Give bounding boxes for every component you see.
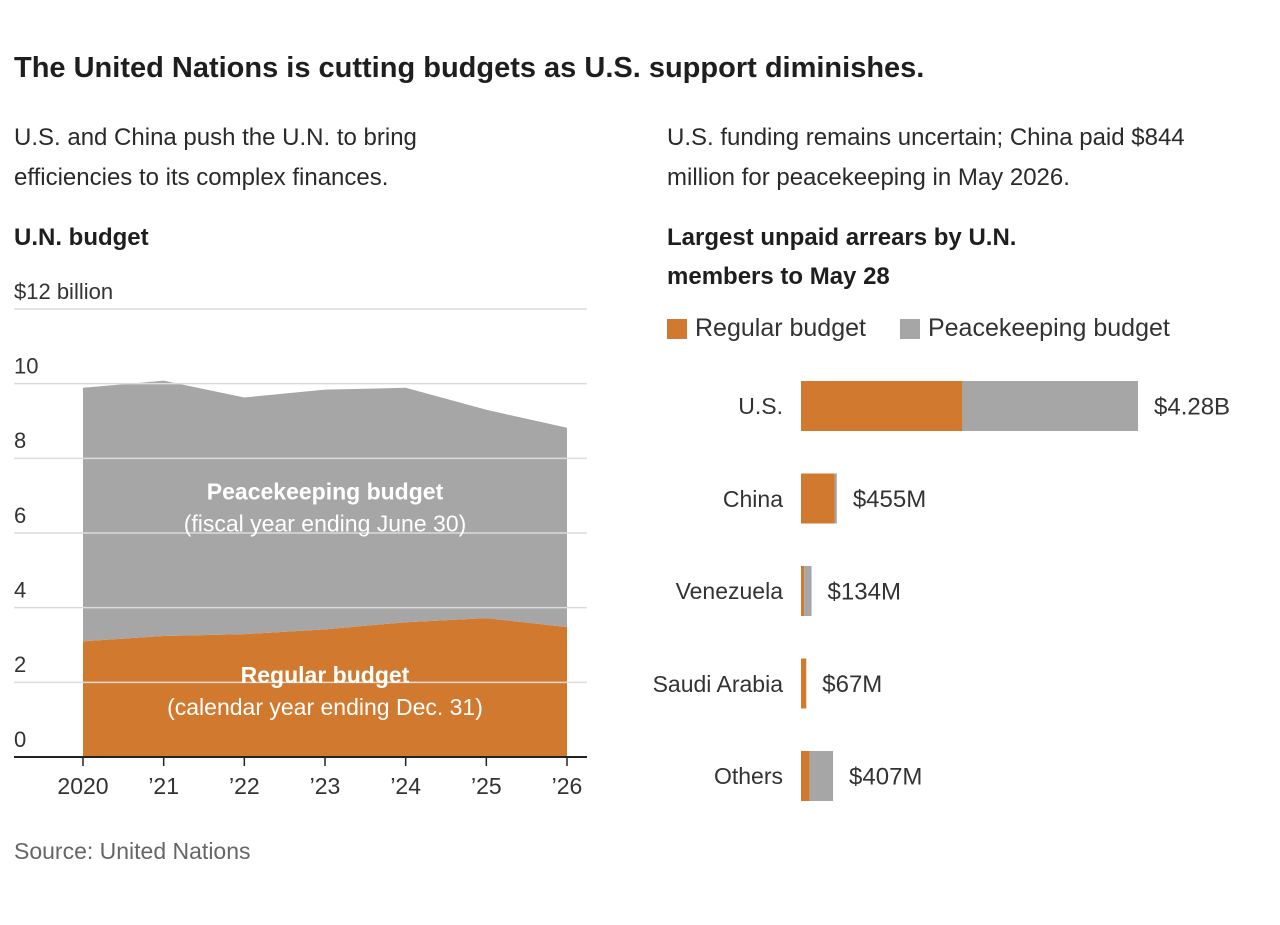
bar xyxy=(801,751,810,801)
legend-label: Regular budget xyxy=(695,314,866,342)
area-note: (calendar year ending Dec. 31) xyxy=(167,694,483,720)
source: Source: United Nations xyxy=(14,838,251,864)
x-tick-label: ’26 xyxy=(552,773,583,799)
bar xyxy=(801,473,835,524)
area xyxy=(83,618,567,757)
y-tick-label: 0 xyxy=(14,727,26,752)
total-label: $4.28B xyxy=(1154,393,1230,420)
x-tick-label: ’22 xyxy=(229,773,260,799)
total-label: $455M xyxy=(853,486,926,513)
subtitle-right: U.S. funding remains uncertain; China pa… xyxy=(667,124,1185,191)
bar xyxy=(809,751,834,801)
category-label: U.S. xyxy=(738,393,783,419)
bar xyxy=(804,566,812,616)
total-label: $67M xyxy=(822,671,882,698)
x-tick-label: ’21 xyxy=(148,773,179,799)
x-tick-label: 2020 xyxy=(57,773,108,799)
area-label: Peacekeeping budget xyxy=(207,479,444,505)
bar xyxy=(962,381,1138,431)
y-tick-label: 6 xyxy=(14,503,26,528)
category-label: Venezuela xyxy=(675,578,783,604)
category-label: Saudi Arabia xyxy=(652,670,783,697)
area-label: Regular budget xyxy=(241,662,410,688)
y-tick-label: 8 xyxy=(14,428,26,453)
legend-swatch xyxy=(899,318,920,339)
legend-swatch xyxy=(667,318,687,339)
chart-title: Largest unpaid arrears by U.N. members t… xyxy=(667,224,1017,290)
legend-item: Peacekeeping budget xyxy=(899,314,1170,343)
legend-item: Regular budget xyxy=(667,314,866,343)
subtitle-left: U.S. and China push the U.N. to bring ef… xyxy=(14,124,417,191)
area xyxy=(83,380,567,642)
x-tick-label: ’25 xyxy=(471,773,502,799)
x-tick-label: ’24 xyxy=(390,773,421,799)
legend-label: Peacekeeping budget xyxy=(927,314,1170,342)
y-tick-label: 2 xyxy=(14,652,26,677)
bar xyxy=(801,381,963,431)
legend: Regular budget Peacekeeping budget xyxy=(667,314,1204,343)
chart-title: U.N. budget xyxy=(14,224,149,251)
total-label: $407M xyxy=(849,763,922,790)
bar xyxy=(834,473,837,524)
bar xyxy=(801,658,807,709)
category-label: Others xyxy=(713,763,783,789)
y-tick-label: $12 billion xyxy=(14,279,113,304)
page-title: The United Nations is cutting budgets as… xyxy=(14,52,925,84)
y-tick-label: 10 xyxy=(14,353,38,378)
bar xyxy=(801,566,805,616)
x-tick-label: ’23 xyxy=(310,773,341,799)
y-tick-label: 4 xyxy=(14,577,26,602)
category-label: China xyxy=(722,485,783,512)
total-label: $134M xyxy=(828,578,901,605)
area-note: (fiscal year ending June 30) xyxy=(184,511,467,537)
